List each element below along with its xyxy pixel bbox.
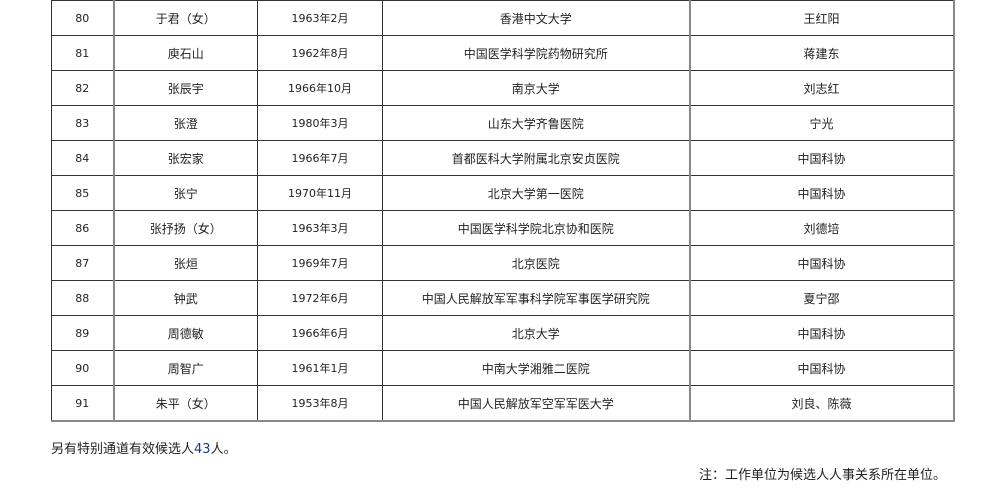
workplace-cell: 中国医学科学院药物研究所 [382,35,690,71]
name-cell: 钟武 [113,280,258,316]
name-cell: 张宏家 [113,140,258,176]
workplace-cell: 中南大学湘雅二医院 [382,350,690,386]
table-row: 82 张辰宇 1966年10月 南京大学 刘志红 [51,70,955,106]
workplace-cell: 北京大学 [382,315,690,351]
index-cell: 83 [51,105,115,141]
table-row: 87 张烜 1969年7月 北京医院 中国科协 [51,245,955,281]
special-suffix: 人。 [210,442,237,457]
name-cell: 于君（女） [113,0,258,36]
index-cell: 88 [51,280,115,316]
nominator-cell: 蒋建东 [688,35,955,71]
name-cell: 张宁 [113,175,258,211]
footnote: 注：工作单位为候选人人事关系所在单位。 [698,468,946,483]
name-cell: 张辰宇 [113,70,258,106]
table-row: 88 钟武 1972年6月 中国人民解放军军事科学院军事医学研究院 夏宁邵 [51,280,955,316]
birth-cell: 1980年3月 [257,105,383,141]
index-cell: 91 [51,385,115,422]
nominator-cell: 中国科协 [688,140,955,176]
index-cell: 87 [51,245,115,281]
name-cell: 庾石山 [113,35,258,71]
name-cell: 张抒扬（女） [113,210,258,246]
special-prefix: 另有特别通道有效候选人 [51,442,195,457]
name-cell: 周智广 [113,350,258,386]
index-cell: 90 [51,350,115,386]
nominator-cell: 宁光 [688,105,955,141]
workplace-cell: 北京医院 [382,245,690,281]
nominator-cell: 中国科协 [688,245,955,281]
workplace-cell: 中国人民解放军空军军医大学 [382,385,690,422]
birth-cell: 1966年7月 [257,140,383,176]
nominator-cell: 夏宁邵 [688,280,955,316]
birth-cell: 1966年6月 [257,315,383,351]
workplace-cell: 山东大学齐鲁医院 [382,105,690,141]
nominator-cell: 中国科协 [688,350,955,386]
name-cell: 张澄 [113,105,258,141]
table-row: 85 张宁 1970年11月 北京大学第一医院 中国科协 [51,175,955,211]
birth-cell: 1969年7月 [257,245,383,281]
workplace-cell: 首都医科大学附属北京安贞医院 [382,140,690,176]
name-cell: 张烜 [113,245,258,281]
birth-cell: 1963年3月 [257,210,383,246]
candidate-table: 80 于君（女） 1963年2月 香港中文大学 王红阳 81 庾石山 1962年8月 中国医学科… [51,0,955,422]
nominator-cell: 刘良、陈薇 [688,385,955,422]
birth-cell: 1953年8月 [257,385,383,422]
index-cell: 80 [51,0,115,36]
table-row: 90 周智广 1961年1月 中南大学湘雅二医院 中国科协 [51,350,955,386]
name-cell: 朱平（女） [113,385,258,422]
birth-cell: 1966年10月 [257,70,383,106]
nominator-cell: 中国科协 [688,315,955,351]
table-row: 84 张宏家 1966年7月 首都医科大学附属北京安贞医院 中国科协 [51,140,955,176]
table-row: 81 庾石山 1962年8月 中国医学科学院药物研究所 蒋建东 [51,35,955,71]
workplace-cell: 中国医学科学院北京协和医院 [382,210,690,246]
workplace-cell: 香港中文大学 [382,0,690,36]
table-row: 86 张抒扬（女） 1963年3月 中国医学科学院北京协和医院 刘德培 [51,210,955,246]
table-row: 89 周德敏 1966年6月 北京大学 中国科协 [51,315,955,351]
index-cell: 81 [51,35,115,71]
birth-cell: 1961年1月 [257,350,383,386]
table-row: 83 张澄 1980年3月 山东大学齐鲁医院 宁光 [51,105,955,141]
birth-cell: 1962年8月 [257,35,383,71]
index-cell: 84 [51,140,115,176]
index-cell: 82 [51,70,115,106]
special-count: 43 [194,442,211,457]
birth-cell: 1972年6月 [257,280,383,316]
nominator-cell: 刘德培 [688,210,955,246]
index-cell: 85 [51,175,115,211]
workplace-cell: 南京大学 [382,70,690,106]
nominator-cell: 刘志红 [688,70,955,106]
workplace-cell: 中国人民解放军军事科学院军事医学研究院 [382,280,690,316]
index-cell: 86 [51,210,115,246]
nominator-cell: 中国科协 [688,175,955,211]
name-cell: 周德敏 [113,315,258,351]
table-row: 80 于君（女） 1963年2月 香港中文大学 王红阳 [51,0,955,36]
table-row: 91 朱平（女） 1953年8月 中国人民解放军空军军医大学 刘良、陈薇 [51,385,955,422]
birth-cell: 1963年2月 [257,0,383,36]
index-cell: 89 [51,315,115,351]
birth-cell: 1970年11月 [257,175,383,211]
workplace-cell: 北京大学第一医院 [382,175,690,211]
special-channel-note: 另有特别通道有效候选人43人。 [51,438,237,457]
nominator-cell: 王红阳 [688,0,955,36]
